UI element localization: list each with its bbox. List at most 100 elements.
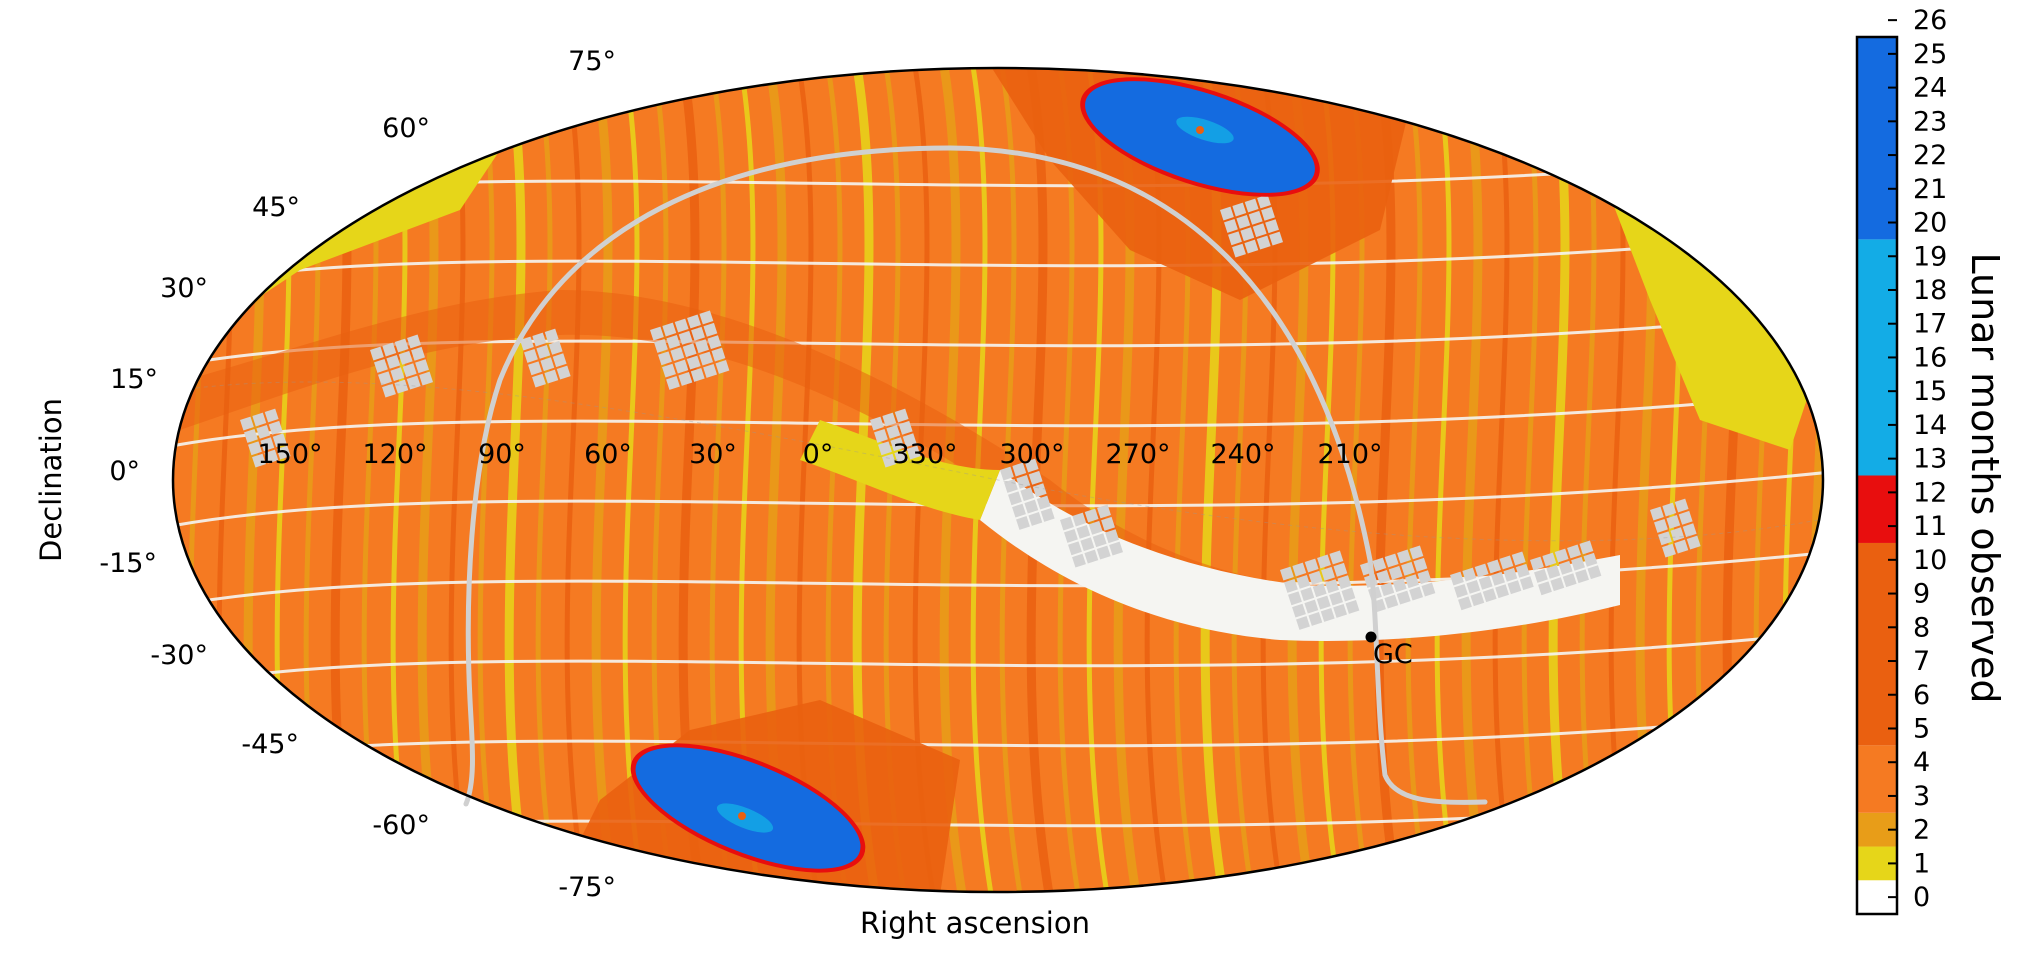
masked-field (1101, 516, 1115, 531)
masked-field (1662, 543, 1676, 558)
masked-field (240, 416, 254, 431)
masked-field (1296, 616, 1310, 630)
masked-field (1519, 576, 1534, 591)
masked-field (386, 354, 401, 369)
masked-field (252, 412, 267, 427)
masked-field (1024, 499, 1039, 514)
masked-field (532, 332, 547, 347)
dec-tick-label: 15° (110, 364, 158, 395)
masked-field (687, 314, 701, 329)
dec-tick-labels: 75° 60° 45° 30° 15° 0° -15° -30° -45° -60° -75° (99, 46, 616, 903)
masked-field (1109, 541, 1124, 556)
masked-field (390, 367, 405, 382)
masked-field (1534, 568, 1548, 583)
masked-field (1292, 603, 1306, 618)
masked-field (678, 372, 693, 386)
masked-field (1567, 544, 1581, 559)
colorbar-tick-label: 5 (1913, 713, 1930, 744)
masked-field (1329, 591, 1344, 606)
colorbar-tick-label: 10 (1913, 545, 1947, 576)
masked-field (1240, 227, 1255, 242)
colorbar-tick-label: 17 (1913, 309, 1947, 340)
masked-field (1304, 558, 1319, 573)
masked-field (1232, 202, 1247, 217)
colorbar-tick-label: 22 (1913, 140, 1947, 171)
masked-field (378, 371, 392, 386)
colorbar-tick-labels: 0123456789101112131415161718192021222324… (1888, 5, 1947, 913)
colorbar-band (1857, 745, 1897, 813)
masked-field (1458, 596, 1472, 611)
masked-field (1308, 612, 1323, 626)
coverage-stripe (621, 68, 647, 892)
masked-field (1587, 565, 1602, 580)
masked-field (411, 346, 425, 361)
colorbar-band (1857, 37, 1897, 240)
masked-field (1269, 231, 1284, 246)
masked-field (654, 338, 668, 353)
colorbar-tick-label: 23 (1913, 106, 1947, 137)
masked-field (1388, 565, 1403, 580)
masked-field (536, 344, 551, 359)
colorbar-tick-label: 19 (1913, 241, 1947, 272)
masked-field (690, 368, 705, 382)
masked-field (1686, 535, 1701, 550)
colorbar-frame (1855, 35, 1899, 916)
sky-map-area (173, 68, 1823, 892)
masked-field (1092, 533, 1107, 548)
dec-tick-label: -30° (150, 640, 208, 671)
grid-lines (179, 381, 1819, 542)
masked-field (1474, 563, 1489, 578)
masked-field (1409, 586, 1424, 601)
masked-field (886, 424, 901, 439)
masked-field (894, 449, 909, 464)
masked-field (407, 334, 421, 349)
masked-field (1579, 540, 1594, 555)
ra-tick-label: 150° (257, 439, 322, 470)
dec-tick-label: 0° (109, 456, 140, 487)
masked-field (711, 347, 726, 362)
masked-field (1252, 223, 1267, 238)
colorbar-tick-label: 24 (1913, 73, 1947, 104)
masked-field (398, 350, 413, 365)
masked-field (244, 428, 258, 443)
masked-field (1503, 567, 1518, 582)
ra-tick-label: 90° (478, 439, 526, 470)
colorbar-tick-label: 25 (1913, 39, 1947, 70)
ra-tick-label: 30° (689, 439, 737, 470)
masked-field (1288, 591, 1302, 606)
colorbar-tick-label: 3 (1913, 781, 1930, 812)
masked-field (1280, 566, 1294, 581)
masked-field (1329, 550, 1344, 565)
masked-field (1487, 559, 1501, 574)
masked-field (1529, 556, 1544, 571)
masked-field (1060, 516, 1074, 531)
masked-field (264, 408, 279, 423)
masked-field (374, 358, 388, 373)
ra-tick-label: 0° (803, 439, 834, 470)
masked-field (394, 379, 409, 394)
colorbar-tick-label: 9 (1913, 579, 1930, 610)
masked-field (1016, 516, 1030, 530)
x-axis-label: Right ascension (860, 906, 1090, 940)
colorbar-tick-label: 21 (1913, 174, 1947, 205)
masked-field (1397, 549, 1411, 564)
ra-tick-label: 240° (1210, 439, 1275, 470)
masked-field (1333, 562, 1348, 577)
colorbar-tick-label: 7 (1913, 646, 1930, 677)
masked-field (1308, 570, 1323, 585)
masked-field (1562, 573, 1577, 588)
masked-field (370, 346, 384, 361)
masked-field (882, 412, 897, 427)
masked-field (1554, 548, 1569, 563)
masked-field (382, 342, 397, 357)
masked-field (1654, 518, 1668, 533)
coverage-band (980, 470, 1620, 641)
ra-tick-label: 300° (999, 439, 1064, 470)
coverage-gap-line (173, 388, 1823, 452)
masked-field (658, 351, 672, 366)
masked-field-clusters (240, 194, 1701, 630)
masked-field (1248, 210, 1263, 225)
masked-field (260, 437, 275, 452)
colorbar-tick-label: 26 (1913, 5, 1947, 36)
masked-field (1421, 582, 1436, 597)
